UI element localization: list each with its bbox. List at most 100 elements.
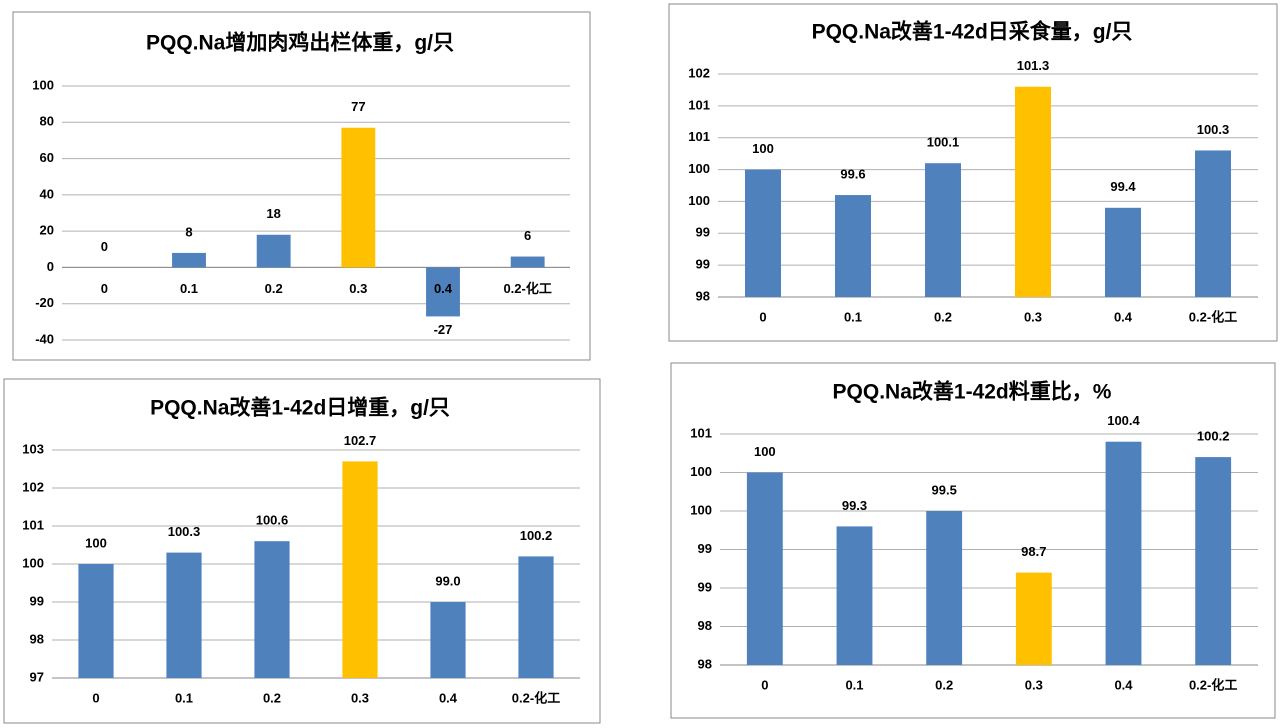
- bar: [510, 256, 545, 268]
- bar: [1015, 86, 1051, 297]
- x-tick-label: 0.4: [1114, 677, 1133, 692]
- y-tick-label: 99: [696, 225, 710, 240]
- bar: [836, 526, 873, 665]
- bar: [342, 461, 378, 678]
- x-tick-label: 0.4: [439, 690, 458, 705]
- y-tick-label: 101: [22, 517, 44, 532]
- y-tick-label: 102: [22, 479, 44, 494]
- x-tick-label: 0.3: [1025, 677, 1043, 692]
- x-tick-label: 0.3: [1024, 309, 1042, 324]
- x-tick-label: 0.1: [844, 309, 862, 324]
- bar: [926, 511, 963, 665]
- x-tick-label: 0.3: [349, 281, 367, 296]
- chart-frame: [12, 11, 591, 361]
- y-tick-label: 99: [30, 593, 44, 608]
- data-label: 100.1: [927, 135, 960, 150]
- data-label: 100.3: [168, 524, 201, 539]
- y-tick-label: 98: [698, 618, 712, 633]
- x-tick-label: 0.2: [263, 690, 281, 705]
- y-tick-label: 101: [688, 97, 710, 112]
- data-label: 100: [754, 444, 776, 459]
- bar: [254, 541, 290, 678]
- y-tick-label: 80: [40, 114, 54, 129]
- bar: [925, 163, 961, 297]
- data-label: 77: [351, 99, 365, 114]
- bar: [172, 252, 206, 268]
- bar: [1015, 572, 1052, 665]
- y-tick-label: 99: [696, 257, 710, 272]
- x-tick-label: 0: [761, 677, 768, 692]
- bar: [1105, 207, 1141, 297]
- y-tick-label: 98: [696, 288, 710, 303]
- y-tick-label: 100: [688, 193, 710, 208]
- data-label: 99.4: [1110, 179, 1136, 194]
- bar: [1105, 441, 1142, 665]
- x-tick-label: 0.2-化工: [1189, 677, 1237, 692]
- y-tick-label: 60: [40, 150, 54, 165]
- y-tick-label: 40: [40, 186, 54, 201]
- x-tick-label: 0: [92, 690, 99, 705]
- chart-title: PQQ.Na改善1-42d日采食量，g/只: [812, 20, 1133, 44]
- data-label: 0: [101, 239, 108, 254]
- x-tick-label: 0: [101, 281, 108, 296]
- bar: [341, 127, 376, 268]
- bar: [746, 472, 783, 665]
- data-label: 18: [266, 206, 280, 221]
- y-tick-label: 97: [30, 669, 44, 684]
- y-tick-label: 20: [40, 223, 54, 238]
- x-tick-label: 0.1: [845, 677, 863, 692]
- y-tick-label: -40: [35, 331, 54, 346]
- x-tick-label: 0.1: [180, 281, 198, 296]
- bar: [166, 552, 202, 678]
- data-label: 99.5: [932, 482, 957, 497]
- x-tick-label: 0.1: [175, 690, 193, 705]
- chart-title: PQQ.Na改善1-42d料重比，%: [833, 380, 1112, 404]
- y-tick-label: 99: [698, 541, 712, 556]
- data-label: 99.3: [842, 498, 867, 513]
- y-tick-label: 100: [690, 502, 712, 517]
- y-tick-label: 98: [30, 631, 44, 646]
- data-label: 100.6: [256, 513, 289, 528]
- y-tick-label: 100: [690, 464, 712, 479]
- y-tick-label: 101: [690, 425, 712, 440]
- x-tick-label: 0.4: [1114, 309, 1133, 324]
- chart-title: PQQ.Na改善1-42d日增重，g/只: [150, 396, 450, 420]
- y-tick-label: 99: [698, 579, 712, 594]
- x-tick-label: 0.2: [265, 281, 283, 296]
- y-tick-label: 102: [688, 65, 710, 80]
- x-tick-label: 0.2: [934, 309, 952, 324]
- data-label: 102.7: [344, 433, 377, 448]
- x-tick-label: 0.2: [935, 677, 953, 692]
- y-tick-label: -20: [35, 295, 54, 310]
- data-label: 98.7: [1021, 544, 1046, 559]
- y-tick-label: 103: [22, 441, 44, 456]
- x-tick-label: 0: [759, 309, 766, 324]
- chart-title: PQQ.Na增加肉鸡出栏体重，g/只: [146, 31, 454, 55]
- x-tick-label: 0.2-化工: [503, 281, 551, 296]
- data-label: 101.3: [1017, 58, 1050, 73]
- y-tick-label: 98: [698, 656, 712, 671]
- bar: [1195, 150, 1231, 297]
- y-tick-label: 100: [688, 161, 710, 176]
- y-tick-label: 100: [22, 555, 44, 570]
- bar: [1195, 457, 1232, 665]
- x-tick-label: 0.2-化工: [512, 690, 560, 705]
- data-label: 99.0: [435, 573, 460, 588]
- x-tick-label: 0.3: [351, 690, 369, 705]
- y-tick-label: 100: [32, 77, 54, 92]
- bar: [78, 564, 114, 678]
- data-label: 100.3: [1197, 122, 1230, 137]
- bar: [430, 602, 466, 678]
- bar: [518, 556, 554, 678]
- bar: [426, 267, 460, 317]
- x-tick-label: 0.2-化工: [1189, 309, 1237, 324]
- data-label: 100: [85, 535, 107, 550]
- data-label: 100: [752, 141, 774, 156]
- data-label: 99.6: [840, 166, 865, 181]
- data-label: 100.2: [520, 528, 553, 543]
- bar: [256, 234, 291, 268]
- data-label: 6: [524, 228, 531, 243]
- data-label: 100.2: [1197, 429, 1230, 444]
- x-tick-label: 0.4: [434, 281, 453, 296]
